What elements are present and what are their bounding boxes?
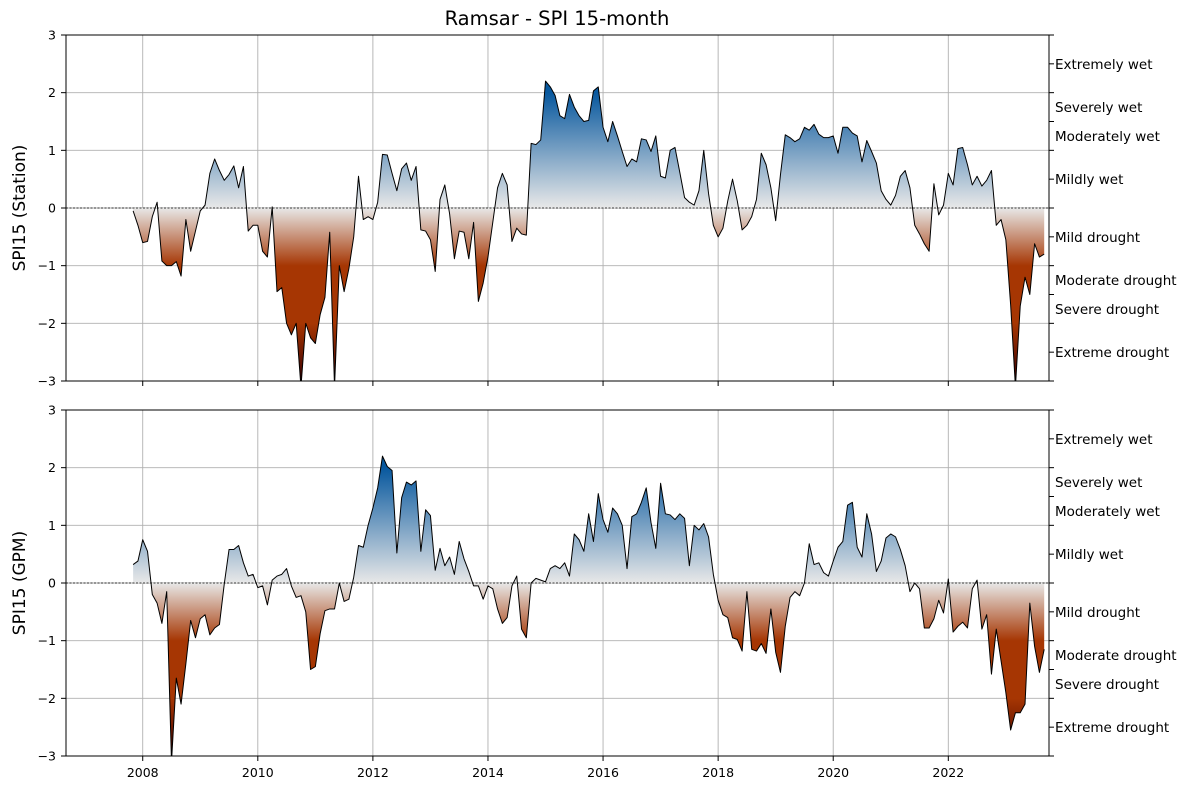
class-label: Severe drought [1055, 677, 1159, 693]
y-tick-label: 0 [48, 576, 56, 591]
class-label: Moderately wet [1055, 504, 1160, 520]
spi-line [132, 80, 1045, 381]
y-tick-label: −2 [38, 316, 56, 331]
chart-title: Ramsar - SPI 15-month [445, 7, 670, 30]
class-label: Mild drought [1055, 230, 1140, 246]
class-label: Severely wet [1055, 475, 1142, 491]
x-tick-label: 2020 [817, 765, 849, 780]
spi-fill-area [133, 81, 1045, 381]
y-tick-label: 2 [48, 460, 56, 475]
spi-fill-area [133, 456, 1045, 756]
class-label: Moderate drought [1055, 273, 1177, 289]
x-tick-label: 2022 [932, 765, 964, 780]
class-label: Mildly wet [1055, 547, 1123, 563]
y-tick-label: −2 [38, 691, 56, 706]
class-label: Extremely wet [1055, 432, 1153, 448]
x-tick-label: 2018 [702, 765, 734, 780]
y-tick-label: −3 [38, 374, 56, 389]
class-label: Severely wet [1055, 100, 1142, 116]
class-label: Extreme drought [1055, 720, 1169, 736]
x-tick-label: 2014 [472, 765, 504, 780]
y-tick-label: 3 [48, 28, 56, 43]
panel-gpm: −3 −2 −1 0 1 2 3 2008 2010 2012 2014 2016 2018 2020 20… [10, 403, 1177, 781]
y-tick-label: 2 [48, 85, 56, 100]
class-label: Moderate drought [1055, 648, 1177, 664]
y-tick-label: 3 [48, 403, 56, 418]
class-label: Severe drought [1055, 302, 1159, 318]
y-tick-label: −3 [38, 749, 56, 764]
panel-station: −3 −2 −1 0 1 2 3 Extremely wet Severely wet Moder… [10, 28, 1177, 389]
x-tick-label: 2008 [127, 765, 159, 780]
y-axis-label: SPI15 (GPM) [10, 531, 30, 635]
y-axis-label: SPI15 (Station) [10, 145, 30, 272]
y-tick-label: 1 [48, 518, 56, 533]
y-tick-label: 1 [48, 143, 56, 158]
class-label: Extreme drought [1055, 345, 1169, 361]
y-tick-label: −1 [38, 258, 56, 273]
class-label: Moderately wet [1055, 129, 1160, 145]
spi-line [132, 455, 1045, 756]
x-tick-label: 2012 [357, 765, 389, 780]
x-tick-label: 2010 [242, 765, 274, 780]
x-tick-label: 2016 [587, 765, 619, 780]
class-label: Mild drought [1055, 605, 1140, 621]
class-label: Extremely wet [1055, 57, 1153, 73]
y-tick-label: −1 [38, 633, 56, 648]
y-tick-label: 0 [48, 201, 56, 216]
class-label: Mildly wet [1055, 172, 1123, 188]
